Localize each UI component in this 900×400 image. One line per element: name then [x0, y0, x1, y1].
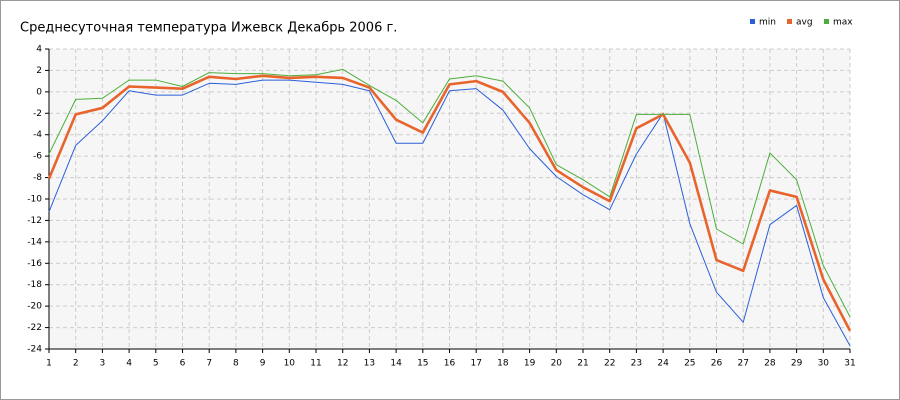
y-tick-label: -4 [33, 130, 42, 140]
x-tick-label: 20 [551, 359, 563, 369]
x-tick-label: 10 [284, 359, 296, 369]
legend-label: min [759, 18, 776, 28]
x-tick-label: 19 [524, 359, 536, 369]
y-tick-label: -6 [33, 152, 42, 162]
x-tick-label: 4 [126, 359, 132, 369]
y-tick-label: -16 [27, 259, 42, 269]
y-tick-label: -10 [27, 195, 42, 205]
y-tick-label: 2 [36, 66, 42, 76]
x-tick-label: 22 [604, 359, 615, 369]
legend-swatch [824, 19, 829, 24]
x-tick-label: 13 [364, 359, 375, 369]
x-tick-label: 7 [206, 359, 212, 369]
x-tick-label: 23 [631, 359, 642, 369]
y-tick-label: -2 [33, 109, 42, 119]
x-tick-label: 8 [233, 359, 239, 369]
y-tick-label: -14 [27, 237, 42, 247]
x-tick-label: 28 [764, 359, 776, 369]
legend-label: avg [796, 18, 813, 28]
series-line [48, 68, 851, 318]
x-tick-label: 21 [577, 359, 588, 369]
x-tick-label: 1 [46, 359, 52, 369]
x-tick-label: 25 [684, 359, 695, 369]
y-tick-label: -12 [27, 216, 42, 226]
y-tick-label: -24 [27, 345, 42, 355]
y-tick-label: 4 [36, 45, 42, 55]
x-tick-label: 18 [497, 359, 509, 369]
series-line [47, 74, 852, 332]
y-tick-label: -22 [27, 323, 42, 333]
x-tick-label: 27 [737, 359, 748, 369]
y-tick-label: -8 [33, 173, 42, 183]
y-tick-label: 0 [36, 87, 42, 97]
legend-swatch [787, 19, 792, 24]
x-tick-label: 15 [417, 359, 428, 369]
x-tick-label: 14 [390, 359, 402, 369]
x-tick-label: 24 [657, 359, 669, 369]
x-tick-label: 9 [260, 359, 266, 369]
y-tick-label: -18 [27, 280, 42, 290]
x-tick-label: 5 [153, 359, 159, 369]
x-tick-label: 26 [711, 359, 723, 369]
legend-swatch [750, 19, 755, 24]
x-tick-label: 12 [337, 359, 348, 369]
y-tick-label: -20 [27, 302, 42, 312]
x-tick-label: 6 [180, 359, 186, 369]
x-tick-label: 11 [310, 359, 321, 369]
x-tick-label: 31 [844, 359, 855, 369]
x-tick-label: 29 [791, 359, 803, 369]
x-tick-label: 16 [444, 359, 456, 369]
x-tick-label: 30 [818, 359, 830, 369]
x-tick-label: 17 [470, 359, 481, 369]
x-tick-label: 3 [100, 359, 106, 369]
series-line [48, 79, 851, 347]
x-tick-label: 2 [73, 359, 79, 369]
chart-title: Среднесуточная температура Ижевск Декабр… [20, 21, 397, 36]
legend-label: max [833, 18, 853, 28]
